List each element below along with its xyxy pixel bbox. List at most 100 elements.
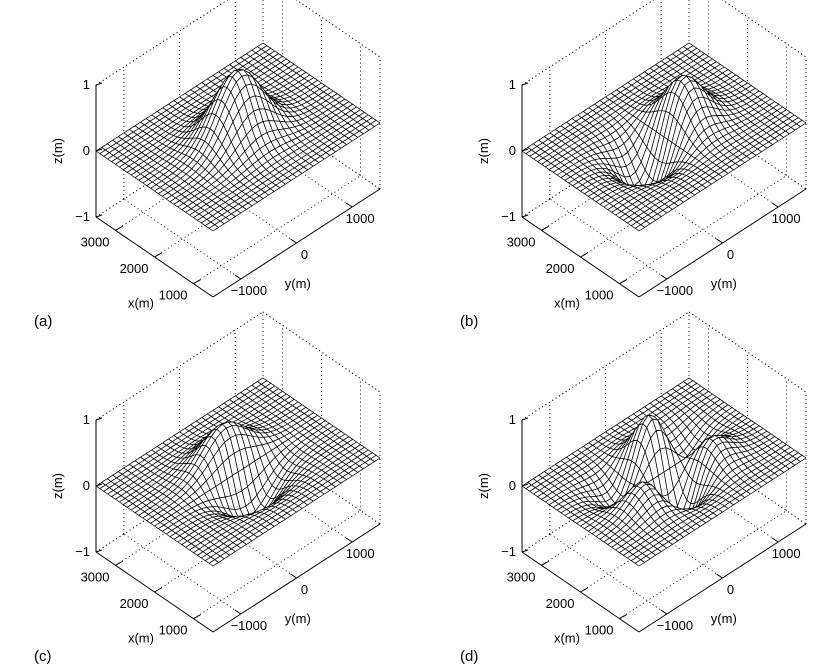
y-axis-label: y(m) bbox=[285, 611, 311, 626]
y-tick-label: 0 bbox=[727, 247, 734, 262]
x-tick-label: 3000 bbox=[81, 234, 110, 249]
surface-panel-1: −1 0 1 z(m) 1000 2000 3000 x(m) −1000 0 1000 y(m) (b… bbox=[460, 0, 807, 330]
panel-label: (a) bbox=[34, 313, 52, 330]
y-tick-mark bbox=[716, 573, 723, 579]
y-tick-label: 0 bbox=[301, 247, 308, 262]
y-tick-mark bbox=[345, 537, 353, 543]
x-tick-label: 1000 bbox=[585, 623, 614, 638]
x-tick-mark bbox=[541, 560, 549, 566]
axes: −1 0 1 z(m) 1000 2000 3000 x(m) −1000 0 1000 y(m) bbox=[476, 412, 807, 645]
surface-panel-3: −1 0 1 z(m) 1000 2000 3000 x(m) −1000 0 1000 y(m) (d… bbox=[460, 311, 807, 665]
z-tick-label: 0 bbox=[509, 143, 516, 158]
z-tick-label: 1 bbox=[509, 77, 516, 92]
z-tick-label: −1 bbox=[501, 209, 516, 224]
mesh-cell bbox=[634, 559, 645, 567]
z-tick-mark bbox=[95, 549, 103, 553]
x-axis-label: x(m) bbox=[554, 630, 580, 645]
y-tick-label: 0 bbox=[301, 582, 308, 597]
y-tick-label: 1000 bbox=[772, 546, 801, 561]
x-tick-mark bbox=[619, 279, 627, 285]
z-tick-label: −1 bbox=[75, 544, 90, 559]
z-tick-mark bbox=[95, 483, 103, 487]
x-tick-label: 2000 bbox=[546, 261, 575, 276]
x-tick-mark bbox=[541, 225, 549, 231]
mesh-cell bbox=[208, 224, 219, 232]
z-tick-mark bbox=[521, 549, 529, 553]
x-tick-mark bbox=[115, 225, 123, 231]
z-axis-label: z(m) bbox=[476, 473, 491, 499]
x-tick-mark bbox=[580, 252, 588, 258]
surface-mesh bbox=[95, 42, 381, 232]
x-axis-label: x(m) bbox=[554, 295, 580, 310]
mesh-cell bbox=[208, 559, 219, 567]
x-tick-label: 2000 bbox=[120, 261, 149, 276]
z-tick-label: −1 bbox=[75, 209, 90, 224]
z-tick-label: 0 bbox=[83, 478, 90, 493]
x-axis-label: x(m) bbox=[128, 630, 154, 645]
y-tick-mark bbox=[660, 274, 668, 280]
axes: −1 0 1 z(m) 1000 2000 3000 x(m) −1000 0 1000 y(m) bbox=[476, 77, 807, 310]
x-tick-label: 3000 bbox=[81, 569, 110, 584]
y-tick-mark bbox=[345, 202, 353, 208]
panel-label: (c) bbox=[34, 648, 52, 665]
y-tick-mark bbox=[771, 537, 779, 543]
axes: −1 0 1 z(m) 1000 2000 3000 x(m) −1000 0 1000 y(m) bbox=[50, 412, 381, 645]
z-tick-mark bbox=[521, 214, 529, 218]
mesh-cell bbox=[634, 224, 645, 232]
z-tick-mark bbox=[521, 82, 529, 86]
y-tick-mark bbox=[290, 573, 297, 579]
z-tick-mark bbox=[95, 214, 103, 218]
x-tick-label: 1000 bbox=[585, 288, 614, 303]
z-axis-label: z(m) bbox=[476, 138, 491, 164]
z-tick-label: −1 bbox=[501, 544, 516, 559]
y-tick-label: −1000 bbox=[231, 283, 268, 298]
y-tick-label: 0 bbox=[727, 582, 734, 597]
x-tick-mark bbox=[193, 279, 201, 285]
axes: −1 0 1 z(m) 1000 2000 3000 x(m) −1000 0 1000 y(m) bbox=[50, 77, 381, 310]
surface-panel-0: −1 0 1 z(m) 1000 2000 3000 x(m) −1000 0 1000 y(m) (a… bbox=[34, 0, 381, 330]
z-tick-label: 0 bbox=[509, 478, 516, 493]
z-tick-label: 1 bbox=[83, 77, 90, 92]
y-tick-mark bbox=[290, 238, 297, 244]
x-tick-label: 2000 bbox=[120, 596, 149, 611]
y-tick-mark bbox=[234, 274, 242, 280]
y-tick-label: 1000 bbox=[346, 546, 375, 561]
y-tick-mark bbox=[234, 609, 242, 615]
z-tick-mark bbox=[95, 148, 103, 152]
z-tick-mark bbox=[521, 148, 529, 152]
surface-mesh bbox=[521, 42, 807, 232]
surface-mesh bbox=[521, 377, 807, 567]
y-tick-label: 1000 bbox=[772, 211, 801, 226]
y-tick-label: 1000 bbox=[346, 211, 375, 226]
y-tick-label: −1000 bbox=[657, 283, 694, 298]
x-tick-mark bbox=[580, 587, 588, 593]
z-tick-mark bbox=[95, 82, 103, 86]
y-axis-label: y(m) bbox=[285, 276, 311, 291]
x-tick-label: 1000 bbox=[159, 623, 188, 638]
x-tick-mark bbox=[193, 614, 201, 620]
z-tick-mark bbox=[95, 417, 103, 421]
x-tick-label: 1000 bbox=[159, 288, 188, 303]
x-axis-label: x(m) bbox=[128, 295, 154, 310]
x-tick-mark bbox=[154, 587, 162, 593]
y-tick-mark bbox=[660, 609, 668, 615]
x-tick-label: 3000 bbox=[507, 234, 536, 249]
z-tick-label: 1 bbox=[83, 412, 90, 427]
surface-mesh bbox=[95, 377, 381, 567]
z-tick-label: 1 bbox=[509, 412, 516, 427]
y-axis-label: y(m) bbox=[711, 276, 737, 291]
z-axis-label: z(m) bbox=[50, 138, 65, 164]
z-axis-label: z(m) bbox=[50, 473, 65, 499]
x-tick-mark bbox=[619, 614, 627, 620]
z-tick-label: 0 bbox=[83, 143, 90, 158]
y-axis-label: y(m) bbox=[711, 611, 737, 626]
panel-label: (b) bbox=[460, 313, 478, 330]
surface-panel-2: −1 0 1 z(m) 1000 2000 3000 x(m) −1000 0 1000 y(m) (c… bbox=[34, 311, 381, 665]
x-tick-label: 3000 bbox=[507, 569, 536, 584]
y-tick-label: −1000 bbox=[231, 618, 268, 633]
x-tick-mark bbox=[115, 560, 123, 566]
z-tick-mark bbox=[521, 417, 529, 421]
y-tick-label: −1000 bbox=[657, 618, 694, 633]
z-tick-mark bbox=[521, 483, 529, 487]
